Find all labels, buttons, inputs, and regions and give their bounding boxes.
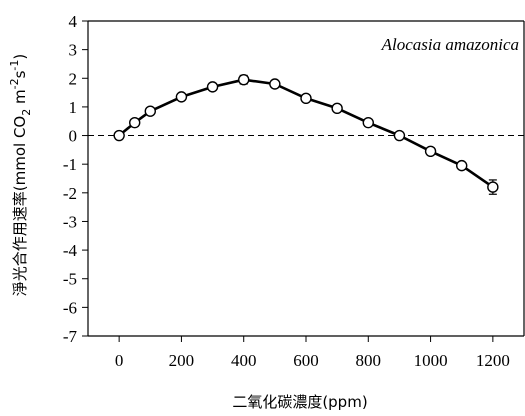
data-point [331,102,343,115]
data-point [424,145,437,157]
y-tick-label: -6 [63,298,77,317]
data-point [175,91,188,103]
data-point [206,81,219,93]
data-point [144,105,156,117]
y-axis-label-sub: 2 [20,109,33,116]
y-axis-label-m: m [11,89,29,108]
y-tick-label: -1 [63,155,77,174]
y-tick-label: -7 [63,327,78,346]
data-point [393,129,406,142]
y-tick-label: -5 [63,270,77,289]
y-axis-label-sup1: -2 [8,78,21,89]
y-tick-label: 1 [69,98,78,117]
y-tick-label: 0 [69,127,78,146]
data-point [300,92,312,105]
y-axis-label-main: 淨光合作用速率(mmol CO [11,116,29,296]
y-axis-label: 淨光合作用速率(mmol CO2 m-2s-1) [8,54,33,297]
x-tick-label: 600 [293,351,319,370]
x-tick-label: 800 [356,351,382,370]
plot-area: 4 3 2 1 0 -1 -2 -3 -4 -5 -6 -7 0 200 400 600 800 1000 1200 [63,12,525,370]
y-axis-label-sup2: -1 [8,60,21,71]
data-point [362,116,374,129]
y-tick-label: -2 [63,184,77,203]
x-tick-label: 1200 [476,351,510,370]
y-tick-label: 2 [69,69,78,88]
y-axis-label-end: ) [11,54,29,60]
data-point [269,78,281,90]
series-line [118,78,494,189]
x-tick-label: 400 [231,351,257,370]
y-tick-label: 4 [69,12,78,31]
data-point [113,129,125,142]
data-point [129,116,141,129]
x-tick-label: 1000 [414,351,448,370]
y-tick-label: 3 [69,41,78,60]
y-tick-label: -3 [63,212,77,231]
y-axis-label-s: s [11,70,29,78]
data-point [487,181,499,193]
x-tick-label: 200 [169,351,195,370]
x-tick-label: 0 [115,351,124,370]
x-axis-label: 二氧化碳濃度(ppm) [232,393,367,411]
data-point [238,74,250,86]
species-annotation: Alocasia amazonica [381,35,519,54]
data-point [456,159,468,172]
y-tick-label: -4 [63,241,78,260]
